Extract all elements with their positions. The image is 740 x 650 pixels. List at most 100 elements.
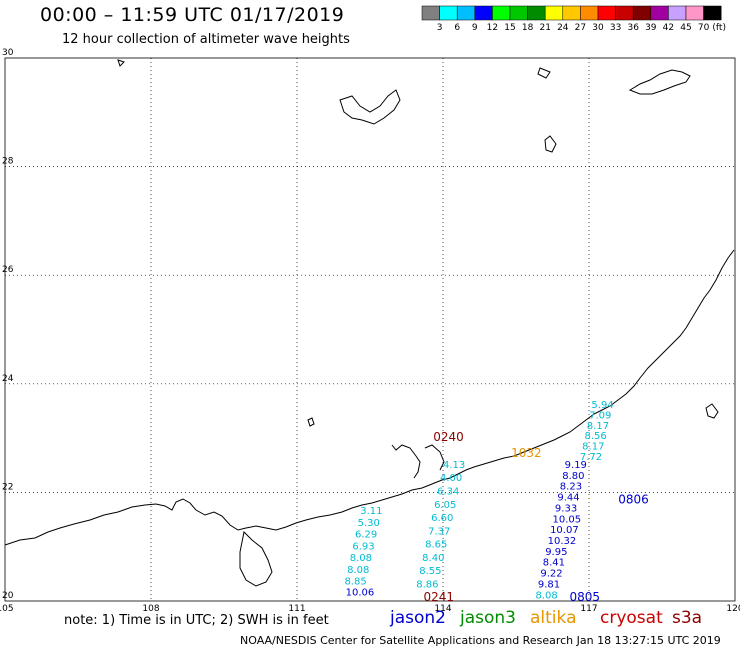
footer-credit: NOAA/NESDIS Center for Satellite Applica…	[240, 634, 721, 647]
wave-height-value: 8.56	[584, 431, 606, 442]
legend-swatch	[580, 5, 599, 21]
wave-height-value: 4.13	[443, 460, 465, 471]
map-frame	[4, 57, 736, 602]
wave-height-value: 8.08	[350, 553, 372, 564]
wave-height-value: 8.17	[582, 442, 604, 453]
pass-time-label: 0806	[618, 492, 649, 506]
wave-height-value: 6.60	[431, 513, 453, 524]
legend-unit: (ft)	[712, 23, 726, 33]
wave-height-value: 8.86	[416, 579, 438, 590]
wave-height-value: 9.33	[555, 503, 577, 514]
legend-label: 45	[680, 23, 691, 33]
legend-swatch	[650, 5, 669, 21]
satellite-label-altika: altika	[530, 608, 577, 628]
legend-label: 18	[522, 23, 534, 33]
wave-height-value: 4.00	[440, 473, 462, 484]
wave-height-value: 8.40	[422, 553, 444, 564]
wave-height-value: 9.44	[557, 493, 579, 504]
wave-height-value: 8.08	[347, 565, 369, 576]
legend-swatch	[474, 5, 493, 21]
legend-label: 30	[592, 23, 604, 33]
legend-swatch	[439, 5, 458, 21]
pass-times: 0240 0241 0806 0805 1032	[424, 430, 649, 604]
longitude-label: 108	[142, 604, 159, 614]
legend-swatch	[685, 5, 704, 21]
legend-swatch	[632, 5, 652, 21]
wave-height-value: 8.41	[543, 558, 565, 569]
pass-time-label: 0805	[570, 590, 601, 604]
legend-swatch	[668, 5, 687, 21]
longitude-label: 105	[0, 604, 14, 614]
altimeter-tracks: 3.115.306.296.938.088.088.8510.064.134.0…	[344, 400, 613, 601]
legend-label: 70	[698, 23, 710, 33]
wave-height-value: 6.29	[355, 530, 377, 541]
latitude-label: 30	[2, 48, 14, 58]
legend-label: 6	[454, 23, 460, 33]
legend-swatch	[492, 5, 511, 21]
legend-label: 24	[557, 23, 569, 33]
wave-height-value: 7.72	[580, 452, 602, 463]
legend-swatch	[544, 5, 564, 21]
legend-label: 39	[645, 23, 657, 33]
wave-height-value: 8.23	[560, 482, 582, 493]
satellite-label-jason3: jason3	[460, 608, 516, 628]
satellite-label-s3a: s3a	[672, 608, 703, 628]
legend-swatch	[456, 5, 476, 21]
pass-time-label: 0240	[433, 430, 464, 444]
legend-label: 36	[627, 23, 639, 33]
wave-height-value: 10.32	[548, 536, 577, 547]
wave-height-value: 8.80	[562, 471, 584, 482]
wave-height-value: 8.65	[425, 540, 447, 551]
wave-height-value: 9.22	[540, 569, 562, 580]
wave-height-value: 6.34	[437, 487, 459, 498]
axis-labels: 105 108 111 114 117 120 20 22 24 26 28 30	[0, 48, 740, 614]
latitude-label: 28	[2, 157, 14, 167]
legend-swatch	[597, 5, 616, 21]
wave-height-value: 6.05	[434, 500, 456, 511]
legend-label: 33	[610, 23, 621, 33]
legend-swatch	[703, 5, 722, 21]
legend-label: 42	[663, 23, 674, 33]
legend-swatch	[527, 5, 546, 21]
wave-height-value: 8.08	[535, 590, 557, 601]
wave-height-value: 3.11	[360, 506, 382, 517]
legend-label: 3	[437, 23, 443, 33]
satellite-label-cryosat: cryosat	[600, 608, 663, 628]
wave-height-value: 8.17	[587, 421, 609, 432]
legend-label: 27	[575, 23, 586, 33]
legend-swatch	[615, 5, 634, 21]
longitude-label: 117	[580, 604, 597, 614]
wave-height-value: 6.93	[352, 541, 374, 552]
wave-height-value: 9.81	[538, 579, 560, 590]
legend-swatch	[509, 5, 528, 21]
wave-height-value: 10.06	[346, 588, 375, 599]
wave-height-value: 7.37	[428, 526, 450, 537]
wave-height-value: 9.19	[565, 460, 587, 471]
map-subtitle: 12 hour collection of altimeter wave hei…	[62, 32, 350, 47]
longitude-label: 114	[434, 604, 451, 614]
pass-time-label: 1032	[511, 446, 542, 460]
latitude-label: 24	[2, 374, 14, 384]
wave-height-value: 7.09	[589, 411, 611, 422]
map-title: 00:00 – 11:59 UTC 01/17/2019	[40, 4, 345, 26]
wave-height-legend: 3 6 9 12 15 18 21 24 27 30 33 36 39 42 45 70 (ft)	[421, 5, 726, 33]
satellite-label-jason2: jason2	[390, 608, 446, 628]
legend-swatch	[562, 5, 581, 21]
wave-height-value: 8.85	[344, 577, 366, 588]
lat-lon-grid	[5, 58, 735, 601]
wave-height-value: 5.30	[358, 518, 380, 529]
legend-label: 9	[472, 23, 478, 33]
latitude-label: 22	[2, 482, 13, 492]
wave-height-value: 5.94	[591, 400, 613, 411]
note-text: note: 1) Time is in UTC; 2) SWH is in fe…	[64, 613, 329, 628]
wave-height-value: 10.05	[553, 514, 582, 525]
legend-label: 15	[504, 23, 515, 33]
longitude-label: 120	[726, 604, 740, 614]
legend-label: 12	[487, 23, 498, 33]
coastline	[4, 59, 735, 587]
wave-height-value: 10.07	[550, 525, 579, 536]
wave-height-value: 8.55	[419, 566, 441, 577]
legend-swatch	[421, 5, 440, 21]
latitude-label: 26	[2, 265, 14, 275]
